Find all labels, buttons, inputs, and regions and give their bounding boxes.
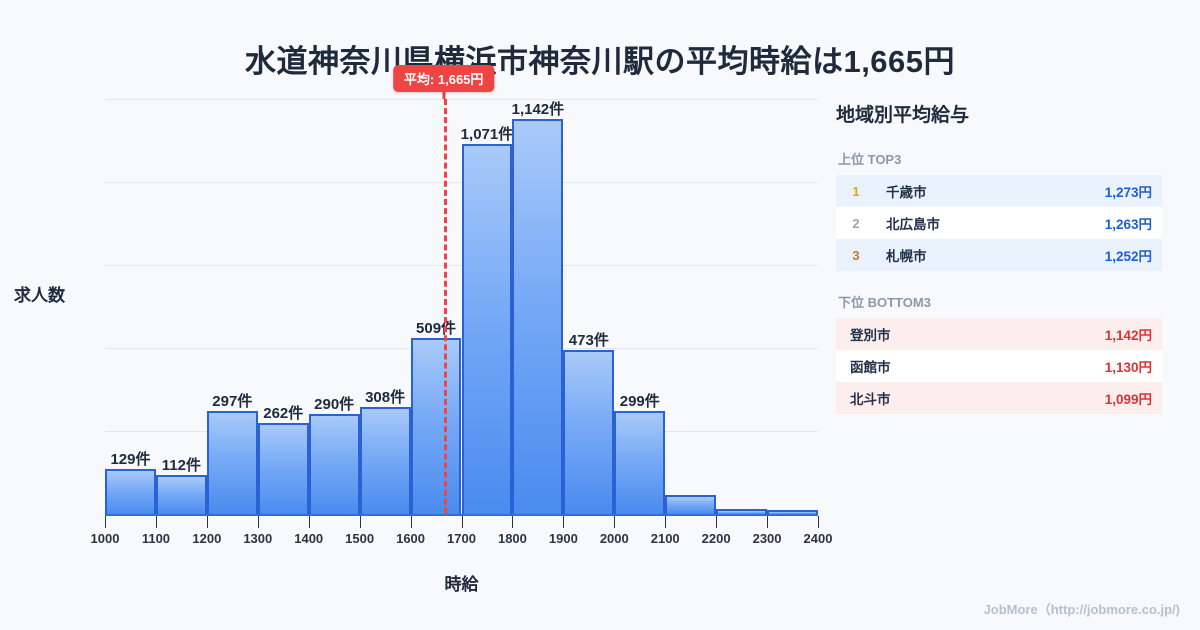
bar-value-label: 297件 (212, 393, 253, 411)
table-row[interactable]: 登別市 1,142円 (836, 318, 1162, 350)
x-axis-title: 時給 (444, 575, 479, 594)
x-axis-tick-label: 2100 (650, 531, 680, 546)
bar-value-label: 509件 (416, 319, 457, 337)
x-axis-tick-label: 1800 (497, 531, 527, 546)
x-axis-tick (512, 516, 514, 528)
histogram-bar (155, 475, 207, 514)
histogram-bar (767, 509, 818, 514)
bar-value-label: 1,071件 (460, 125, 514, 143)
x-axis-tick-label: 1600 (396, 531, 426, 546)
x-axis-tick-label: 1300 (243, 531, 273, 546)
x-axis-line (105, 514, 818, 516)
table-row[interactable]: 1 千歳市 1,273円 (836, 175, 1162, 207)
x-axis-tick-label: 1200 (192, 531, 222, 546)
bar-value-label: 262件 (263, 405, 304, 423)
bar-value-label: 112件 (161, 457, 201, 475)
x-axis-tick (257, 516, 259, 528)
table-row[interactable]: 2 北広島市 1,263円 (836, 207, 1162, 239)
rank-number: 3 (852, 247, 860, 263)
region-name: 北広島市 (886, 217, 940, 232)
x-axis-tick (308, 516, 310, 528)
rank-number: 2 (852, 215, 860, 231)
gridline (105, 99, 818, 100)
x-axis-tick (461, 516, 463, 528)
x-axis-tick (665, 516, 667, 528)
region-value: 1,130円 (1104, 360, 1152, 375)
x-axis-tick-label: 1000 (90, 531, 120, 546)
region-name: 北斗市 (850, 392, 891, 407)
histogram-bar (512, 119, 564, 514)
average-badge: 平均: 1,665円 (392, 65, 495, 92)
bar-value-label: 308件 (365, 389, 406, 407)
bar-series: 129件 112件 297件 262件 290件 308件 509件 1,071件 1,142件… (105, 99, 818, 514)
table-row[interactable]: 函館市 1,130円 (836, 350, 1162, 382)
bottom3-table: 登別市 1,142円函館市 1,130円北斗市 1,099円 (836, 318, 1162, 414)
region-value: 1,252円 (1104, 249, 1152, 264)
x-axis-tick (105, 516, 106, 528)
histogram-bar (461, 143, 513, 514)
region-value: 1,263円 (1104, 217, 1152, 232)
histogram-bar (105, 469, 156, 514)
x-axis-tick-label: 2000 (599, 531, 629, 546)
histogram-bar (359, 407, 411, 514)
x-axis-tick-label: 1900 (548, 531, 578, 546)
bar-value-label: 129件 (110, 451, 151, 469)
region-name: 函館市 (850, 360, 891, 375)
bar-value-label: 299件 (619, 392, 660, 410)
x-axis-tick-label: 1700 (447, 531, 476, 546)
rank-number: 1 (852, 183, 860, 199)
x-axis-tick (410, 516, 412, 528)
histogram-bar (206, 411, 258, 514)
histogram-bar (563, 350, 615, 514)
region-name: 登別市 (850, 328, 891, 343)
histogram-chart: 129件 112件 297件 262件 290件 308件 509件 1,071件 1,142件… (14, 65, 832, 594)
x-axis-tick (716, 516, 718, 528)
histogram-bar (308, 413, 360, 514)
bar-value-label: 290件 (314, 395, 355, 413)
table-row[interactable]: 3 札幌市 1,252円 (836, 239, 1162, 271)
top3-table: 1 千歳市 1,273円 2 北広島市 1,263円 3 札幌市 1,252円 (836, 175, 1162, 271)
histogram-bar (410, 337, 462, 514)
bar-value-label: 473件 (568, 332, 609, 350)
x-axis-tick (206, 516, 208, 528)
x-axis-tick (614, 516, 616, 528)
x-axis-tick-label: 1500 (345, 531, 375, 546)
bottom3-heading: 下位 BOTTOM3 (838, 295, 931, 310)
x-axis-tick (818, 516, 819, 528)
region-value: 1,142円 (1104, 328, 1152, 343)
bar-value-label: 1,142件 (511, 101, 565, 119)
region-value: 1,099円 (1104, 392, 1152, 407)
sidebar: 地域別平均給与 上位 TOP3 1 千歳市 1,273円 2 北広島市 1,263円 3 札幌… (836, 100, 1166, 435)
average-line (443, 99, 447, 514)
region-value: 1,273円 (1104, 185, 1152, 200)
x-axis-tick (767, 516, 769, 528)
histogram-bar (665, 494, 717, 514)
footer-credit: JobMore（http://jobmore.co.jp/) (983, 602, 1180, 617)
x-axis-tick-label: 2200 (701, 531, 731, 546)
histogram-bar (614, 410, 666, 514)
table-row[interactable]: 北斗市 1,099円 (836, 382, 1162, 414)
x-axis-ticks: 1000 1100 1200 1300 1400 1500 1600 1700 1800 1900… (91, 516, 832, 556)
sidebar-title: 地域別平均給与 (836, 105, 970, 126)
page-title: 水道神奈川県横浜市神奈川駅の平均時給は1,665円 (244, 44, 956, 79)
average-badge-stem (442, 90, 446, 99)
histogram-bar (257, 423, 309, 514)
plot-area: 129件 112件 297件 262件 290件 308件 509件 1,071件 1,142件… (105, 65, 818, 514)
region-name: 千歳市 (886, 185, 927, 200)
x-axis-tick-label: 2300 (752, 531, 782, 546)
x-axis-tick-label: 1100 (141, 531, 171, 546)
x-axis-tick (563, 516, 565, 528)
x-axis-tick-label: 2400 (803, 531, 833, 546)
top3-heading: 上位 TOP3 (838, 152, 902, 167)
region-name: 札幌市 (886, 249, 927, 264)
x-axis-tick (359, 516, 361, 528)
x-axis-tick (155, 516, 157, 528)
histogram-bar (716, 509, 768, 514)
y-axis-title: 求人数 (14, 286, 65, 305)
x-axis-tick-label: 1400 (294, 531, 324, 546)
